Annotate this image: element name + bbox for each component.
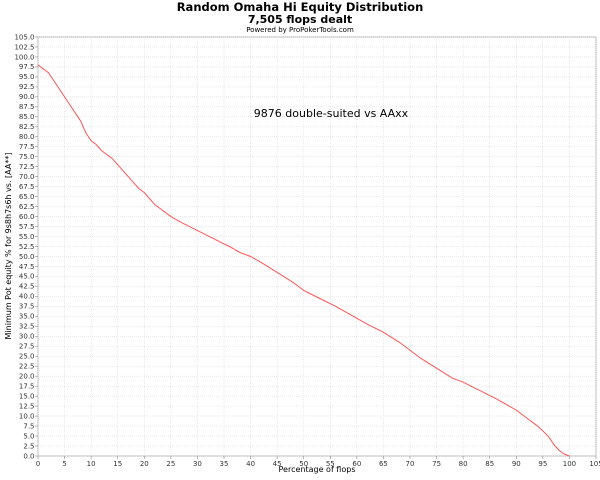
x-tick-label: 50 — [299, 460, 308, 468]
x-tick-label: 5 — [62, 460, 66, 468]
y-tick-label: 2.5 — [23, 442, 34, 450]
series-layer — [37, 64, 570, 457]
x-tick-label: 0 — [36, 460, 40, 468]
powered-by-text: Powered by ProPokerTools.com — [246, 26, 354, 34]
x-tick-label: 80 — [459, 460, 468, 468]
y-tick-label: 87.5 — [19, 103, 35, 111]
x-axis-label: Percentage of flops — [279, 465, 356, 474]
y-tick-label: 17.5 — [19, 382, 35, 390]
x-tick-label: 65 — [379, 460, 388, 468]
x-tick-label: 95 — [538, 460, 547, 468]
x-tick-label: 25 — [166, 460, 175, 468]
grid-lines — [37, 36, 597, 457]
y-tick-label: 60.0 — [19, 213, 35, 221]
y-tick-label: 25.0 — [19, 353, 35, 361]
x-tick-label: 15 — [113, 460, 122, 468]
y-tick-label: 12.5 — [19, 402, 35, 410]
y-tick-label: 65.0 — [19, 193, 35, 201]
y-tick-label: 52.5 — [19, 243, 35, 251]
x-tick-label: 90 — [512, 460, 521, 468]
x-tick-label: 100 — [563, 460, 576, 468]
y-tick-label: 72.5 — [19, 163, 35, 171]
x-tick-label: 45 — [273, 460, 282, 468]
chart-subtitle: 7,505 flops dealt — [247, 13, 353, 26]
y-axis-ticks: 0.0 2.5 5.0 7.5 10.0 12.5 15.0 17.5 20.022.5 25.0… — [14, 33, 38, 460]
y-tick-label: 45.0 — [19, 273, 35, 281]
y-tick-label: 67.5 — [19, 183, 35, 191]
y-tick-label: 7.5 — [23, 422, 34, 430]
y-tick-label: 20.0 — [19, 372, 35, 380]
y-tick-label: 5.0 — [23, 432, 34, 440]
y-tick-label: 82.5 — [19, 123, 35, 131]
chart-annotation: 9876 double-suited vs AAxx — [254, 107, 409, 120]
x-tick-label: 40 — [246, 460, 255, 468]
x-tick-label: 30 — [193, 460, 202, 468]
equity-series-line — [37, 64, 570, 457]
x-tick-label: 10 — [87, 460, 96, 468]
y-tick-label: 75.0 — [19, 153, 35, 161]
y-tick-label: 100.0 — [14, 53, 34, 61]
x-tick-label: 55 — [326, 460, 335, 468]
y-tick-label: 80.0 — [19, 133, 35, 141]
y-tick-label: 95.0 — [19, 73, 35, 81]
y-tick-label: 70.0 — [19, 173, 35, 181]
x-axis-ticks: 0 5 10 15 20 25 30 35 40 45 50 55 60 65 70 75 80 85 90 95 10… — [36, 456, 600, 468]
x-tick-label: 85 — [485, 460, 494, 468]
y-tick-label: 10.0 — [19, 412, 35, 420]
y-tick-label: 77.5 — [19, 143, 35, 151]
y-tick-label: 30.0 — [19, 333, 35, 341]
y-tick-label: 37.5 — [19, 303, 35, 311]
y-tick-label: 105.0 — [14, 33, 34, 41]
y-tick-label: 32.5 — [19, 323, 35, 331]
y-tick-label: 15.0 — [19, 392, 35, 400]
x-tick-label: 20 — [140, 460, 149, 468]
x-tick-label: 105 — [589, 460, 600, 468]
chart-title: Random Omaha Hi Equity Distribution — [176, 0, 424, 14]
y-tick-label: 50.0 — [19, 253, 35, 261]
y-tick-label: 35.0 — [19, 313, 35, 321]
y-tick-label: 27.5 — [19, 343, 35, 351]
y-tick-label: 40.0 — [19, 293, 35, 301]
y-tick-label: 97.5 — [19, 63, 35, 71]
y-tick-label: 47.5 — [19, 263, 35, 271]
y-tick-label: 22.5 — [19, 363, 35, 371]
x-tick-label: 70 — [406, 460, 415, 468]
y-tick-label: 62.5 — [19, 203, 35, 211]
y-tick-label: 92.5 — [19, 83, 35, 91]
y-tick-label: 0.0 — [23, 452, 34, 460]
y-tick-label: 90.0 — [19, 93, 35, 101]
x-tick-label: 60 — [352, 460, 361, 468]
y-tick-label: 85.0 — [19, 113, 35, 121]
x-tick-label: 35 — [220, 460, 229, 468]
y-axis-label: Minimum Pot equity % for 9s8h7s6h vs. [A… — [4, 153, 13, 340]
y-tick-label: 57.5 — [19, 223, 35, 231]
x-tick-label: 75 — [432, 460, 441, 468]
y-tick-label: 42.5 — [19, 283, 35, 291]
y-tick-label: 102.5 — [14, 43, 34, 51]
y-tick-label: 55.0 — [19, 233, 35, 241]
